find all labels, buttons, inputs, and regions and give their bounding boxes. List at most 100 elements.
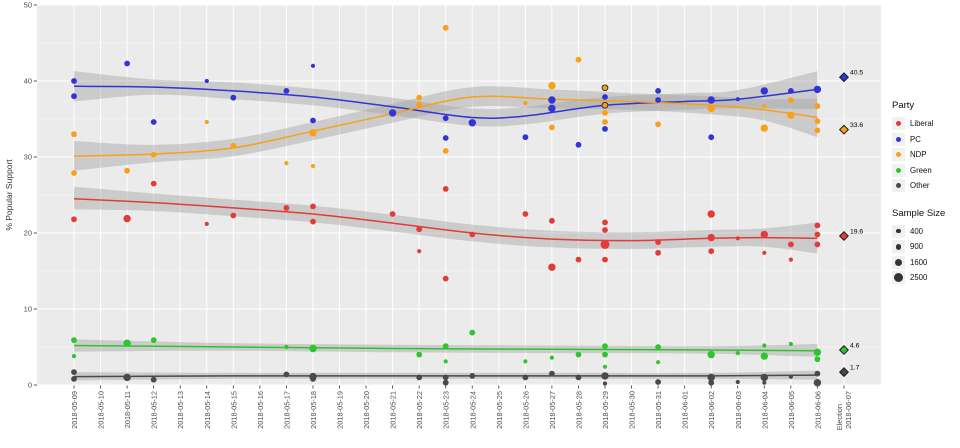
size-400-dot-icon: [896, 229, 901, 234]
x-axis-tick-labels: 2018-05-09 2018-05-10 2018-05-11 2018-05-12…: [70, 391, 853, 430]
election-diamond-ndp: [838, 124, 849, 135]
election-results: 19.6 40.5 33.6 4.6 1.7: [838, 70, 863, 378]
election-diamond-liberal: [838, 231, 849, 242]
legend-key: [892, 148, 905, 162]
svg-text:2018-05-21: 2018-05-21: [389, 391, 398, 429]
y-axis-tick-labels: 0 10 20 30 40 50: [24, 1, 32, 390]
svg-text:2018-05-17: 2018-05-17: [282, 391, 291, 429]
svg-text:2018-05-15: 2018-05-15: [229, 391, 238, 429]
legend-item-label: 2500: [910, 273, 928, 283]
svg-text:2018-05-23: 2018-05-23: [442, 391, 451, 429]
ribbon-liberal: [74, 186, 818, 254]
legend-item-green: Green: [892, 163, 960, 179]
election-value-label: 19.6: [850, 229, 863, 236]
svg-text:50: 50: [24, 1, 32, 10]
svg-text:2018-05-18: 2018-05-18: [309, 391, 318, 429]
svg-text:2018-05-13: 2018-05-13: [176, 391, 185, 429]
svg-text:2018-05-19: 2018-05-19: [336, 391, 345, 429]
svg-text:Election: Election: [835, 404, 844, 430]
svg-text:2018-05-22: 2018-05-22: [415, 391, 424, 429]
svg-text:2018-05-16: 2018-05-16: [256, 391, 265, 429]
gridlines: [37, 4, 881, 386]
points-liberal: [71, 180, 821, 282]
ndp-dot-icon: [896, 152, 901, 158]
legend-sample-size-title: Sample Size: [892, 207, 946, 219]
legend-key: [892, 117, 905, 131]
legend-item-pc: PC: [892, 132, 960, 148]
svg-text:2018-06-03: 2018-06-03: [734, 391, 743, 429]
trend-line-green: [73, 344, 818, 352]
svg-text:10: 10: [24, 305, 32, 314]
election-diamond-green: [838, 345, 849, 356]
size-900-dot-icon: [895, 243, 902, 250]
poll-points: [71, 24, 822, 387]
legend-key: [892, 255, 905, 269]
svg-text:2018-06-07: 2018-06-07: [844, 391, 853, 429]
pc-dot-icon: [896, 136, 901, 142]
svg-text:2018-05-26: 2018-05-26: [521, 391, 530, 429]
legend-item-label: Other: [910, 181, 930, 191]
legend-key: [892, 240, 905, 254]
election-value-label: 40.5: [850, 70, 863, 77]
svg-text:2018-05-28: 2018-05-28: [574, 391, 583, 429]
ribbon-ndp: [74, 86, 818, 171]
svg-text:2018-05-27: 2018-05-27: [548, 391, 557, 429]
legend-item-label: Green: [910, 165, 932, 175]
y-axis-title: % Popular Support: [4, 159, 14, 231]
svg-text:2018-05-09: 2018-05-09: [70, 391, 79, 429]
legend-item-liberal: Liberal: [892, 116, 960, 132]
svg-text:40: 40: [24, 77, 32, 86]
legend-party-title: Party: [892, 100, 915, 111]
legend-item-size-400: 400: [892, 224, 960, 240]
svg-text:2018-05-14: 2018-05-14: [203, 391, 212, 429]
legend-item-label: PC: [910, 134, 921, 144]
liberal-dot-icon: [896, 121, 901, 127]
svg-text:2018-05-20: 2018-05-20: [362, 391, 371, 429]
legend-key: [892, 271, 905, 285]
legend-key: [892, 224, 905, 238]
green-dot-icon: [896, 167, 901, 173]
svg-text:2018-05-30: 2018-05-30: [628, 391, 637, 429]
svg-text:2018-06-06: 2018-06-06: [813, 391, 822, 429]
legend-item-label: 1600: [910, 257, 928, 267]
svg-text:2018-06-01: 2018-06-01: [681, 391, 690, 429]
size-1600-dot-icon: [894, 258, 903, 266]
svg-text:2018-05-25: 2018-05-25: [495, 391, 504, 429]
svg-text:20: 20: [24, 229, 32, 238]
election-value-label: 4.6: [850, 343, 860, 350]
svg-text:2018-05-11: 2018-05-11: [123, 391, 132, 428]
legend: Party Liberal PC NDP Green Other Sample …: [892, 100, 960, 286]
election-value-label: 1.7: [850, 365, 860, 372]
points-pc: [71, 60, 822, 148]
svg-text:2018-05-31: 2018-05-31: [654, 391, 663, 429]
legend-item-size-2500: 2500: [892, 270, 960, 286]
size-2500-dot-icon: [894, 273, 903, 283]
legend-item-ndp: NDP: [892, 147, 960, 163]
legend-item-size-900: 900: [892, 239, 960, 255]
points-green: [71, 329, 822, 369]
election-value-label: 33.6: [850, 122, 863, 129]
election-diamond-other: [838, 367, 849, 378]
legend-key: [892, 163, 905, 177]
other-dot-icon: [896, 183, 901, 189]
legend-item-size-1600: 1600: [892, 255, 960, 271]
svg-text:2018-05-10: 2018-05-10: [97, 391, 106, 429]
trend-line-pc: [73, 85, 818, 119]
election-diamond-pc: [838, 72, 849, 83]
legend-key: [892, 132, 905, 146]
svg-text:2018-05-12: 2018-05-12: [150, 391, 159, 429]
legend-item-label: 400: [910, 226, 924, 236]
trend-line-ndp: [73, 95, 818, 157]
legend-item-label: 900: [910, 242, 924, 252]
legend-item-label: NDP: [910, 150, 927, 160]
legend-item-other: Other: [892, 178, 960, 194]
svg-text:30: 30: [24, 153, 32, 162]
svg-text:2018-05-24: 2018-05-24: [468, 391, 477, 429]
svg-text:2018-06-04: 2018-06-04: [760, 391, 769, 429]
svg-text:2018-06-05: 2018-06-05: [787, 391, 796, 429]
svg-text:2018-05-29: 2018-05-29: [601, 391, 610, 429]
points-other: [71, 369, 822, 387]
legend-item-label: Liberal: [910, 119, 934, 129]
